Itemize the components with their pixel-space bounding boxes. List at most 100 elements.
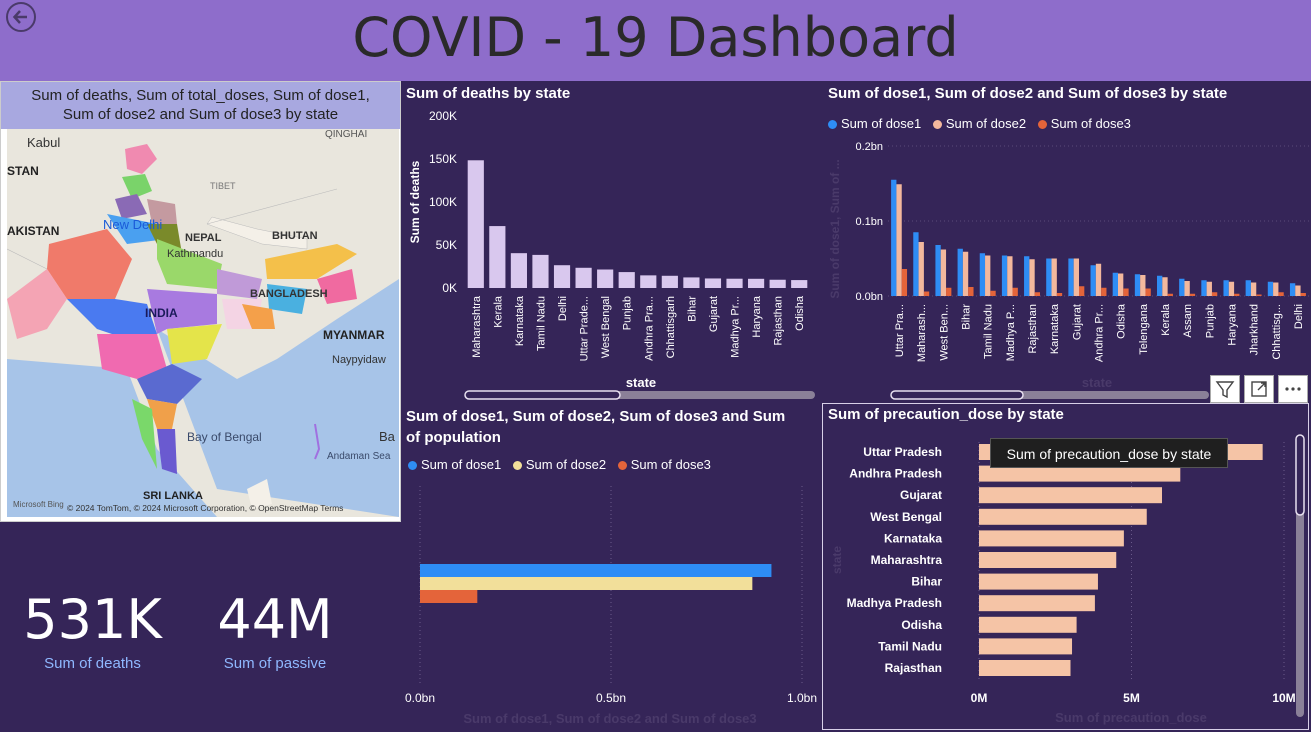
kpi-passive-value: 44M <box>217 588 333 651</box>
legend-total-dose1[interactable]: Sum of dose1 <box>408 457 501 472</box>
bar <box>1289 283 1296 296</box>
map-title-line1: Sum of deaths, Sum of total_doses, Sum o… <box>31 87 370 104</box>
bar <box>979 487 1162 504</box>
x-tick-label: Madhya P... <box>1005 304 1017 361</box>
bar <box>1278 292 1284 296</box>
bar <box>726 278 743 288</box>
bar <box>901 269 908 296</box>
bar <box>935 245 941 296</box>
bar <box>1079 286 1085 296</box>
bar <box>1228 281 1235 296</box>
more-icon <box>1285 387 1301 391</box>
svg-text:MYANMAR: MYANMAR <box>323 328 385 342</box>
bar <box>1140 275 1146 296</box>
x-tick-label: Rajasthan <box>773 296 785 346</box>
legend-dose2[interactable]: Sum of dose2 <box>932 116 1026 131</box>
bar <box>489 226 506 288</box>
dose-chart-legend: Sum of dose1 Sum of dose2 Sum of dose3 <box>828 116 1139 131</box>
bar <box>1189 293 1196 296</box>
dose-population-chart[interactable]: 0.0bn 0.5bn 1.0bn Sum of dose1, Sum of dose… <box>403 478 821 728</box>
bar <box>420 590 478 603</box>
scrollbar-thumb <box>1295 434 1305 516</box>
bar <box>1112 272 1118 296</box>
legend-dose1[interactable]: Sum of dose1 <box>828 116 921 131</box>
precaution-dose-chart[interactable]: 0M 5M 10M Uttar Pradesh Andhra Pradesh Gujara… <box>823 430 1309 728</box>
x-tick-label: 0.0bn <box>405 691 435 705</box>
bar <box>1056 293 1063 296</box>
svg-text:© 2024 TomTom, © 2024 Microsof: © 2024 TomTom, © 2024 Microsoft Corporat… <box>67 503 343 513</box>
bar <box>1007 256 1013 296</box>
y-axis-title: state <box>830 546 844 574</box>
y-axis-title: Sum of deaths <box>408 160 422 243</box>
focus-mode-button[interactable] <box>1244 375 1274 403</box>
bar <box>640 275 657 288</box>
y-tick-label: 50K <box>436 238 457 252</box>
dose-by-state-chart[interactable]: 0.0bn 0.1bn 0.2bn Sum of dose1, Sum of ... U… <box>825 134 1311 402</box>
bar <box>979 530 1124 547</box>
svg-text:BHUTAN: BHUTAN <box>272 230 318 242</box>
bar <box>1051 258 1057 296</box>
header-bar: COVID - 19 Dashboard <box>0 0 1311 81</box>
bar <box>891 179 897 296</box>
x-tick-label: Maharashtra <box>471 295 483 358</box>
bar <box>1001 255 1008 296</box>
x-tick-label: Delhi <box>557 296 569 321</box>
expand-icon <box>1251 381 1267 397</box>
bar <box>1046 258 1052 296</box>
bar <box>1073 258 1080 296</box>
bar <box>1267 281 1274 296</box>
bar <box>1250 282 1257 296</box>
filter-button[interactable] <box>1210 375 1240 403</box>
x-tick-label: Telengana <box>1138 303 1150 355</box>
bar <box>1273 282 1279 296</box>
bar <box>1184 281 1190 296</box>
back-button[interactable] <box>6 2 36 32</box>
x-tick-label: Tamil Nadu <box>535 296 547 351</box>
x-tick-label: Bihar <box>686 296 698 322</box>
svg-text:Kabul: Kabul <box>27 135 60 150</box>
map-canvas[interactable]: Kabul STAN AKISTAN QINGHAI TIBET New Del… <box>7 129 399 517</box>
y-axis-title: Sum of dose1, Sum of ... <box>828 159 842 298</box>
map-visual[interactable]: Sum of deaths, Sum of total_doses, Sum o… <box>0 81 401 522</box>
bar <box>467 160 484 288</box>
bar <box>940 249 947 296</box>
y-tick-label: Rajasthan <box>885 661 942 675</box>
bar <box>420 564 772 577</box>
map-title: Sum of deaths, Sum of total_doses, Sum o… <box>1 82 400 129</box>
x-tick-label: Odisha <box>794 295 806 331</box>
svg-text:SRI LANKA: SRI LANKA <box>143 490 203 502</box>
deaths-by-state-chart[interactable]: 0K 50K 100K 150K 200K Sum of deaths Maharashtr… <box>403 104 815 402</box>
kpi-passive-label: Sum of passive <box>223 655 327 672</box>
bar <box>1206 281 1212 296</box>
x-tick-label: Chhattisgarh <box>665 296 677 358</box>
bar <box>1179 278 1185 296</box>
bar <box>420 577 753 590</box>
svg-text:Ba: Ba <box>379 429 396 444</box>
legend-total-dose2[interactable]: Sum of dose2 <box>512 457 606 472</box>
legend-dose3[interactable]: Sum of dose3 <box>1037 116 1131 131</box>
x-tick-label: Karnataka <box>1049 303 1061 354</box>
x-tick-label: 5M <box>1123 691 1140 705</box>
deaths-chart-title: Sum of deaths by state <box>406 85 571 102</box>
bar <box>979 660 1071 676</box>
x-tick-label: Maharash... <box>916 304 928 362</box>
legend-total-dose3[interactable]: Sum of dose3 <box>617 457 711 472</box>
x-tick-label: Punjab <box>1204 304 1216 338</box>
kpi-deaths-value: 531K <box>23 588 162 651</box>
bar <box>913 232 919 296</box>
x-tick-label: 10M <box>1272 691 1295 705</box>
x-tick-label: Jharkhand <box>1249 304 1261 355</box>
svg-text:INDIA: INDIA <box>145 306 178 320</box>
bar <box>1167 293 1173 296</box>
y-tick-label: West Bengal <box>870 510 942 524</box>
x-tick-label: Gujarat <box>1071 304 1083 340</box>
bar <box>575 267 592 288</box>
x-tick-label: Rajasthan <box>1027 304 1039 354</box>
bar <box>968 287 974 296</box>
kpi-deaths-label: Sum of deaths <box>44 655 141 672</box>
y-tick-label: Tamil Nadu <box>878 639 942 653</box>
x-tick-label: Andhra Pr... <box>1094 304 1106 362</box>
bar <box>1201 280 1207 296</box>
more-options-button[interactable] <box>1278 375 1308 403</box>
